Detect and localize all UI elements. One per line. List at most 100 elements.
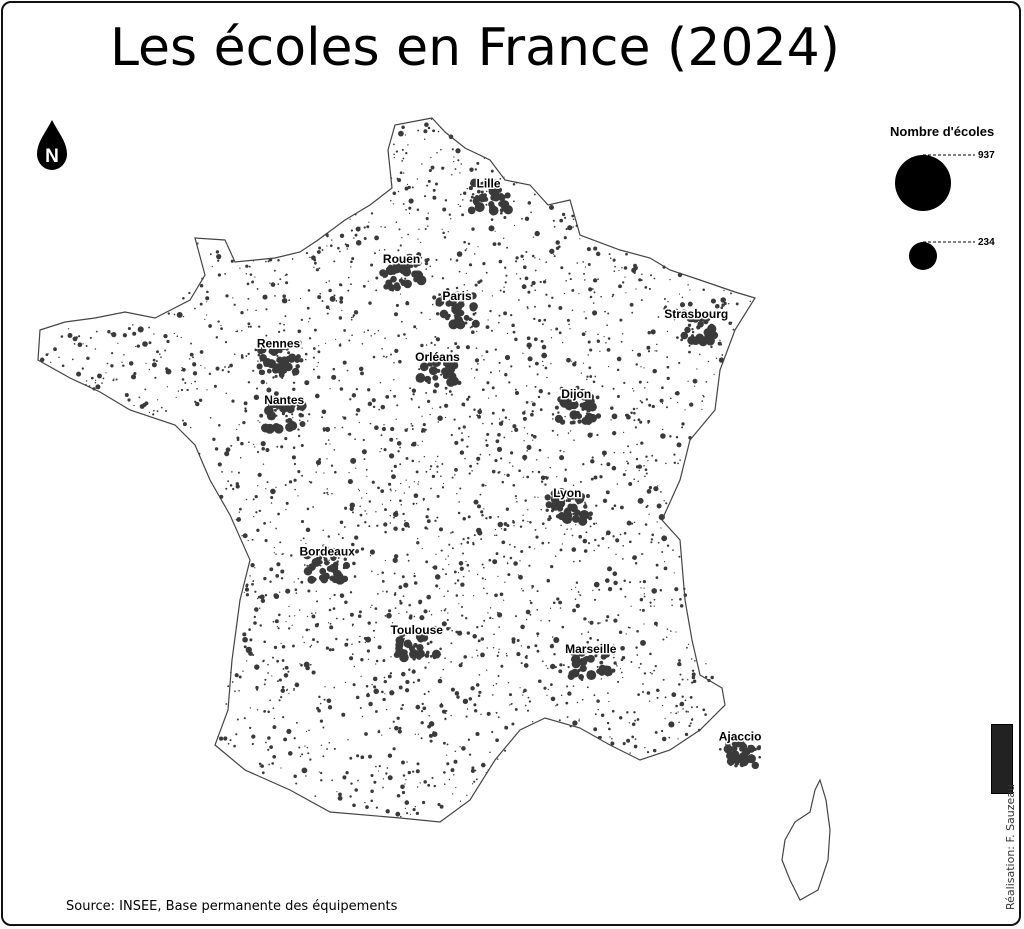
school-symbol [292, 417, 294, 419]
school-symbol [622, 676, 624, 679]
school-symbol [327, 493, 329, 496]
school-symbol [282, 716, 285, 719]
school-symbol [597, 622, 600, 625]
school-symbol [165, 367, 169, 371]
school-symbol [319, 719, 324, 723]
school-symbol [189, 352, 194, 357]
school-symbol [470, 180, 477, 187]
school-symbol [420, 256, 423, 259]
school-symbol [225, 392, 228, 395]
school-symbol [468, 570, 470, 572]
school-symbol [378, 765, 381, 768]
school-symbol [655, 350, 658, 352]
school-symbol [426, 650, 430, 655]
school-symbol [323, 429, 326, 432]
school-symbol [566, 716, 569, 718]
school-symbol [557, 396, 564, 403]
school-symbol [696, 368, 698, 370]
school-symbol [403, 333, 406, 336]
school-symbol [362, 438, 365, 442]
school-symbol [396, 177, 399, 180]
school-symbol [393, 651, 400, 659]
school-symbol [556, 597, 560, 601]
school-symbol [541, 541, 545, 545]
school-symbol [538, 389, 543, 394]
school-symbol [639, 400, 642, 402]
school-symbol [563, 236, 567, 240]
school-symbol [319, 702, 322, 705]
school-symbol [644, 475, 646, 478]
school-symbol [338, 344, 342, 347]
school-symbol [77, 342, 83, 348]
school-symbol [528, 564, 531, 567]
school-symbol [354, 233, 358, 237]
school-symbol [312, 638, 315, 642]
school-symbol [643, 672, 647, 675]
school-symbol [606, 615, 610, 619]
school-symbol [629, 451, 632, 454]
school-symbol [538, 448, 542, 452]
school-symbol [660, 433, 666, 439]
school-symbol [463, 191, 467, 195]
school-symbol [269, 567, 274, 572]
school-symbol [666, 365, 670, 369]
school-symbol [417, 733, 419, 735]
school-symbol [335, 578, 340, 582]
school-symbol [320, 771, 323, 775]
school-symbol [531, 402, 536, 407]
school-symbol [227, 685, 230, 688]
school-symbol [265, 408, 271, 414]
school-symbol [401, 160, 404, 162]
school-symbol [639, 608, 642, 611]
school-symbol [757, 745, 761, 749]
school-symbol [679, 702, 683, 707]
school-symbol [373, 688, 379, 695]
school-symbol [515, 256, 519, 260]
school-symbol [575, 603, 580, 609]
school-symbol [611, 413, 618, 420]
school-symbol [345, 771, 349, 775]
school-symbol [354, 788, 358, 792]
school-symbol [383, 522, 388, 527]
school-symbol [378, 770, 380, 772]
school-symbol [512, 183, 516, 186]
school-symbol [593, 291, 596, 294]
school-symbol [579, 594, 582, 597]
source-text: Source: INSEE, Base permanente des équip… [66, 899, 398, 914]
city-label-lille: Lille [476, 177, 500, 191]
school-symbol [547, 457, 549, 459]
school-symbol [315, 471, 317, 473]
school-symbol [253, 443, 255, 446]
school-symbol [515, 497, 517, 500]
school-symbol [322, 726, 325, 729]
school-symbol [417, 238, 419, 240]
school-symbol [275, 553, 277, 555]
school-symbol [681, 422, 685, 426]
school-symbol [465, 272, 467, 275]
school-symbol [556, 703, 559, 706]
school-symbol [644, 747, 646, 749]
school-symbol [466, 631, 470, 635]
school-symbol [506, 473, 510, 477]
school-symbol [473, 780, 476, 783]
school-symbol [327, 439, 330, 441]
school-symbol [318, 574, 326, 582]
school-symbol [445, 392, 448, 395]
school-symbol [258, 325, 261, 328]
school-symbol [425, 344, 428, 346]
school-symbol [671, 692, 677, 698]
school-symbol [454, 691, 460, 696]
school-symbol [288, 692, 290, 694]
school-symbol [413, 263, 418, 268]
school-symbol [441, 367, 450, 376]
school-symbol [730, 292, 732, 295]
school-symbol [547, 688, 549, 691]
school-symbol [639, 420, 643, 424]
school-symbol [446, 743, 449, 746]
school-symbol [331, 492, 333, 495]
school-symbol [538, 318, 542, 323]
school-symbol [431, 631, 435, 635]
school-symbol [427, 179, 431, 183]
school-symbol [485, 271, 488, 274]
school-symbol [396, 438, 398, 440]
